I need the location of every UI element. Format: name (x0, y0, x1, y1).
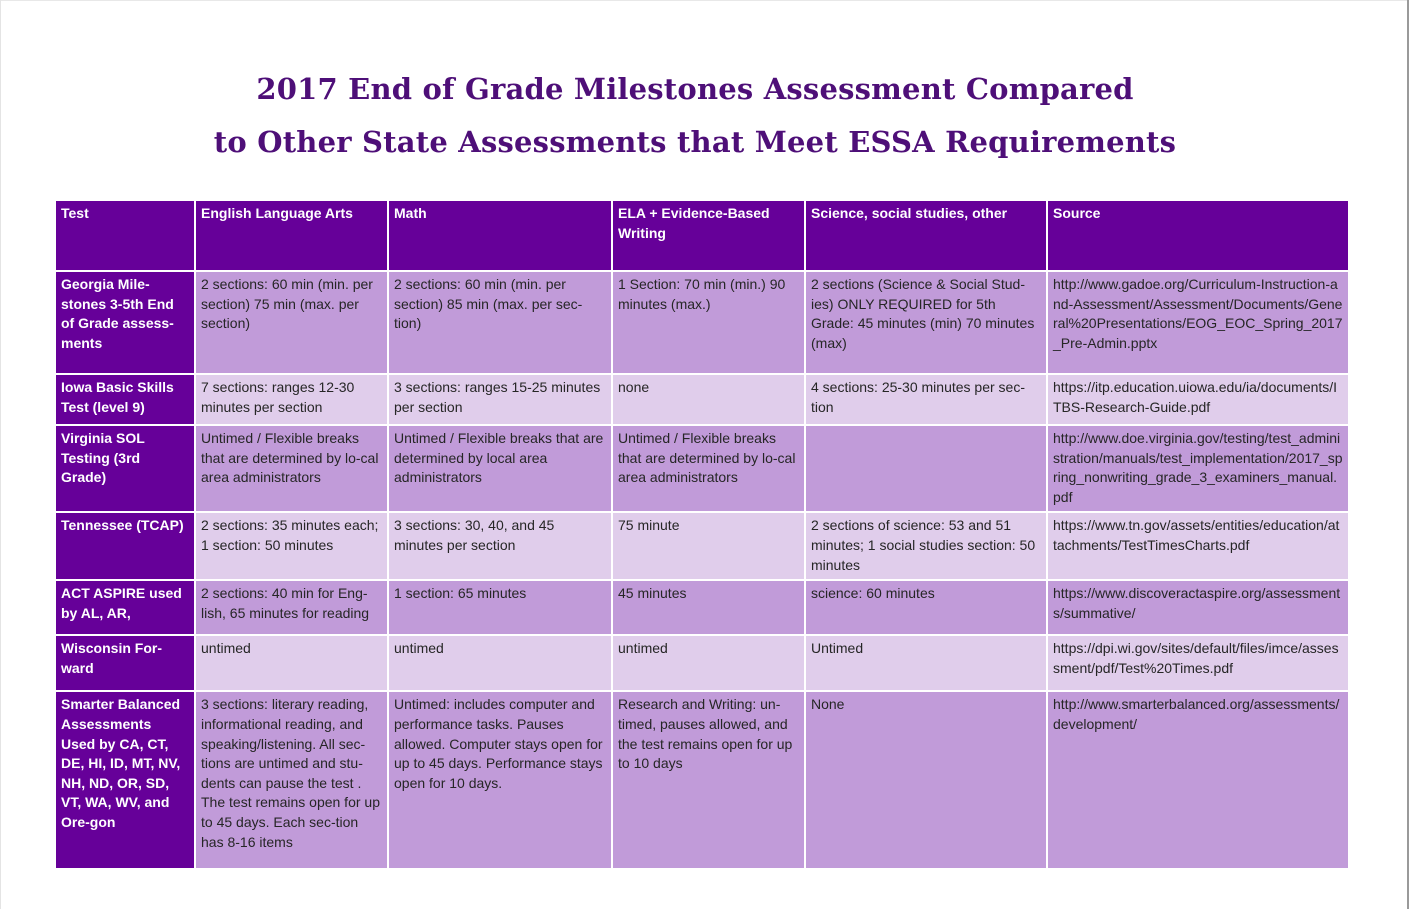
cell-science-other: science: 60 minutes (804, 579, 1048, 637)
cell-ela: 7 sections: ranges 12-30 minutes per sec… (194, 373, 389, 426)
page-edge-left (0, 0, 1, 909)
cell-science-other: None (804, 690, 1048, 871)
document-title-line-2: to Other State Assessments that Meet ESS… (213, 125, 1177, 159)
cell-source-link[interactable]: https://itp.education.uiowa.edu/ia/docum… (1046, 373, 1350, 426)
cell-source-link[interactable]: http://www.smarterbalanced.org/assessmen… (1046, 690, 1350, 871)
header-science-other: Science, social studies, other (804, 199, 1048, 272)
table-row-act-aspire: ACT ASPIRE used by AL, AR, 2 sections: 4… (54, 579, 1350, 637)
table-row-wisconsin: Wisconsin For-ward untimed untimed untim… (54, 634, 1350, 693)
cell-math: 3 sections: ranges 15-25 minutes per sec… (387, 373, 613, 426)
cell-math: 3 sections: 30, 40, and 45 minutes per s… (387, 511, 613, 582)
cell-ela: Untimed / Flexible breaks that are deter… (194, 423, 389, 514)
table-row-smarter-balanced: Smarter Balanced Assessments Used by CA,… (54, 690, 1350, 871)
cell-science-other (804, 423, 1048, 514)
header-source: Source (1046, 199, 1350, 272)
cell-test: Iowa Basic Skills Test (level 9) (54, 373, 196, 426)
cell-math: 1 section: 65 minutes (387, 579, 613, 637)
cell-test: Georgia Mile-stones 3-5th End of Grade a… (54, 270, 196, 375)
cell-source-link[interactable]: https://www.tn.gov/assets/entities/educa… (1046, 511, 1350, 582)
table-row-virginia: Virginia SOL Testing (3rd Grade) Untimed… (54, 423, 1350, 514)
cell-test: Tennessee (TCAP) (54, 511, 196, 582)
assessment-comparison-table: Test English Language Arts Math ELA + Ev… (54, 199, 1350, 871)
cell-test: Wisconsin For-ward (54, 634, 196, 693)
cell-source-link[interactable]: http://www.doe.virginia.gov/testing/test… (1046, 423, 1350, 514)
cell-ela-writing: untimed (611, 634, 806, 693)
cell-ela: 2 sections: 60 min (min. per section) 75… (194, 270, 389, 375)
cell-ela: 2 sections: 40 min for Eng-lish, 65 minu… (194, 579, 389, 637)
document-title-line-1: 2017 End of Grade Milestones Assessment … (256, 72, 1134, 106)
cell-ela-writing: Untimed / Flexible breaks that are deter… (611, 423, 806, 514)
header-test: Test (54, 199, 196, 272)
cell-test: Virginia SOL Testing (3rd Grade) (54, 423, 196, 514)
page-edge-top (0, 0, 1409, 1)
cell-ela: 2 sections: 35 minutes each; 1 section: … (194, 511, 389, 582)
header-ela-writing: ELA + Evidence-Based Writing (611, 199, 806, 272)
cell-ela-writing: 45 minutes (611, 579, 806, 637)
cell-ela-writing: none (611, 373, 806, 426)
table-row-tennessee: Tennessee (TCAP) 2 sections: 35 minutes … (54, 511, 1350, 582)
cell-math: 2 sections: 60 min (min. per section) 85… (387, 270, 613, 375)
cell-math: Untimed: includes computer and performan… (387, 690, 613, 871)
header-ela: English Language Arts (194, 199, 389, 272)
cell-test: ACT ASPIRE used by AL, AR, (54, 579, 196, 637)
cell-science-other: 4 sections: 25-30 minutes per sec-tion (804, 373, 1048, 426)
cell-science-other: 2 sections (Science & Social Stud-ies) O… (804, 270, 1048, 375)
cell-science-other: Untimed (804, 634, 1048, 693)
cell-ela-writing: 75 minute (611, 511, 806, 582)
cell-ela: 3 sections: literary reading, informatio… (194, 690, 389, 871)
cell-math: Untimed / Flexible breaks that are deter… (387, 423, 613, 514)
cell-ela: untimed (194, 634, 389, 693)
cell-science-other: 2 sections of science: 53 and 51 minutes… (804, 511, 1048, 582)
table-row-iowa: Iowa Basic Skills Test (level 9) 7 secti… (54, 373, 1350, 426)
table-row-georgia: Georgia Mile-stones 3-5th End of Grade a… (54, 270, 1350, 375)
header-math: Math (387, 199, 613, 272)
cell-source-link[interactable]: https://www.discoveractaspire.org/assess… (1046, 579, 1350, 637)
table-header-row: Test English Language Arts Math ELA + Ev… (54, 199, 1350, 272)
cell-test: Smarter Balanced Assessments Used by CA,… (54, 690, 196, 871)
cell-source-link[interactable]: https://dpi.wi.gov/sites/default/files/i… (1046, 634, 1350, 693)
cell-source-link[interactable]: http://www.gadoe.org/Curriculum-Instruct… (1046, 270, 1350, 375)
cell-ela-writing: 1 Section: 70 min (min.) 90 minutes (max… (611, 270, 806, 375)
cell-math: untimed (387, 634, 613, 693)
page-edge-right (1407, 0, 1409, 909)
cell-ela-writing: Research and Writing: un-timed, pauses a… (611, 690, 806, 871)
